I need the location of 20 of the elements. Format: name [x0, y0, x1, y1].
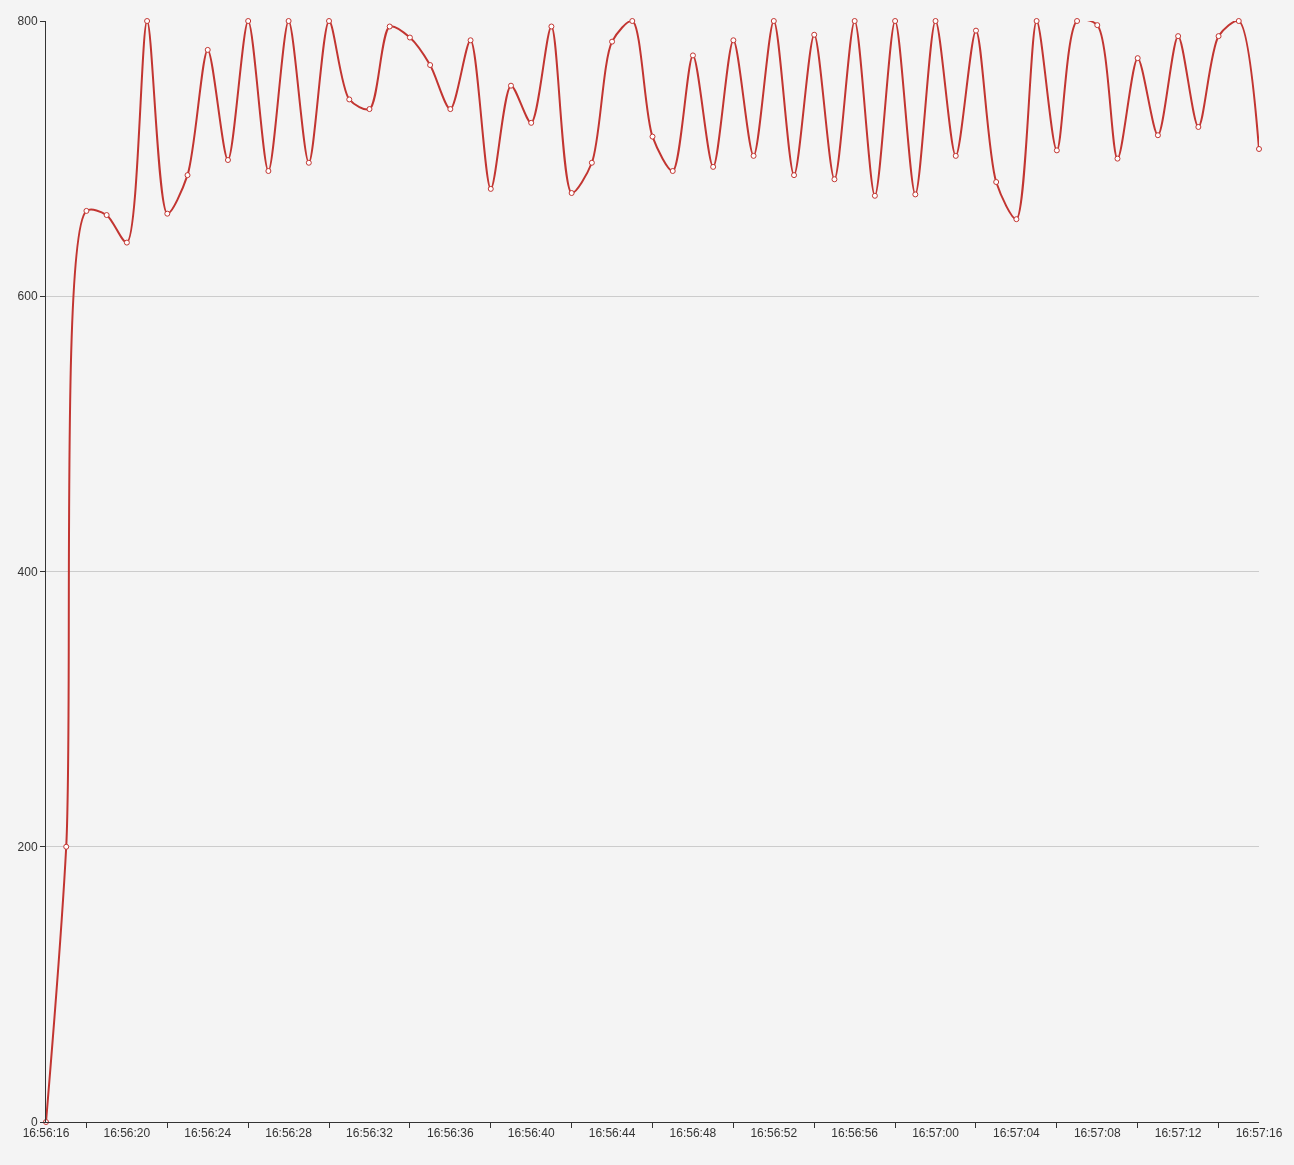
x-tick-label: 16:57:00	[912, 1126, 960, 1141]
x-tick-label: 16:56:44	[588, 1126, 636, 1141]
x-tick-label: 16:56:20	[103, 1126, 151, 1141]
x-tick-label: 16:56:32	[346, 1126, 394, 1141]
x-tick-label: 16:56:48	[669, 1126, 717, 1141]
x-tick-label: 16:57:08	[1073, 1126, 1121, 1141]
y-tick-label: 200	[17, 839, 38, 854]
x-tick-label: 16:56:28	[265, 1126, 313, 1141]
y-tick-label: 600	[17, 289, 38, 304]
x-tick-label: 16:56:56	[831, 1126, 879, 1141]
x-tick-label: 16:56:52	[750, 1126, 798, 1141]
x-tick-label: 16:56:24	[184, 1126, 232, 1141]
x-tick-label: 16:57:16	[1235, 1126, 1283, 1141]
x-tick-label: 16:56:16	[22, 1126, 70, 1141]
y-tick-label: 400	[17, 564, 38, 579]
y-tick-label: 800	[17, 14, 38, 29]
x-tick-label: 16:57:12	[1154, 1126, 1202, 1141]
x-tick-label: 16:56:36	[426, 1126, 475, 1141]
x-tick-label: 16:57:04	[993, 1126, 1041, 1141]
x-tick-label: 16:56:40	[507, 1126, 555, 1141]
